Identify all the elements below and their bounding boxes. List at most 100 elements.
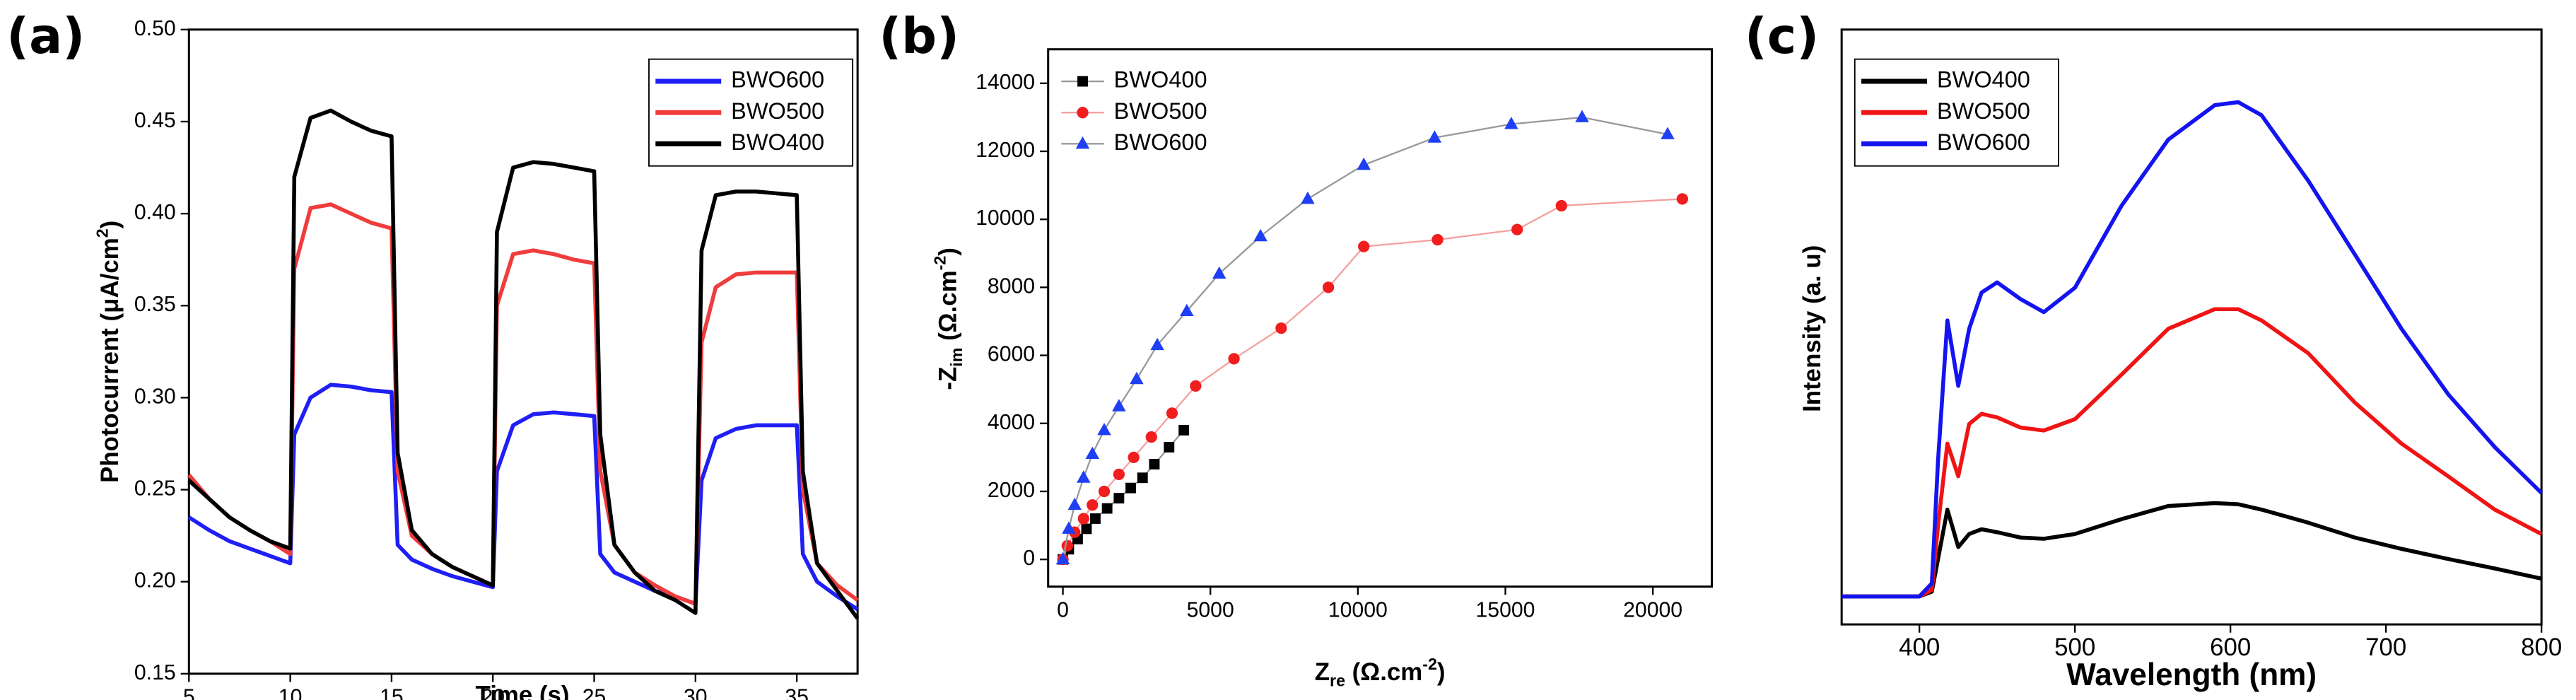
x-tick-label: 35 [785,686,809,700]
marker [1178,424,1190,436]
marker [1062,521,1076,534]
plot-frame [187,28,859,675]
y-tick-label: 2000 [988,479,1035,502]
y-tick-label: 0.40 [134,201,176,224]
marker [1137,472,1148,484]
y-tick-label: 0.30 [134,385,176,408]
y-axis-label: Photocurrent (μA/cm2) [93,221,124,483]
marker [1113,493,1125,504]
legend-label: BWO400 [731,129,824,155]
x-tick-label: 30 [684,686,708,700]
y-tick-label: 12000 [976,139,1035,162]
marker [1180,303,1194,317]
label-part: (Ω.cm [934,270,961,347]
marker [1113,468,1125,481]
y-tick-label: 14000 [976,71,1035,94]
legend-marker [1077,76,1088,87]
marker [1149,459,1160,469]
x-tick-label: 500 [2054,634,2095,661]
series-line [1842,100,2543,599]
marker [1112,399,1126,412]
marker [1087,499,1099,511]
marker [1555,199,1567,212]
x-tick-label: 5 [183,686,195,700]
legend-marker [1075,136,1090,149]
y-tick-label: 4000 [988,411,1035,434]
x-tick-label: 5000 [1187,598,1234,622]
legend-label: BWO400 [1114,67,1207,93]
marker [1661,127,1675,139]
plot-frame [1840,28,2543,626]
label-part: Z [1315,658,1330,686]
marker [1275,322,1287,334]
label-part: im [947,348,966,367]
marker [1676,193,1688,205]
marker [1212,266,1226,279]
y-axis-label: -Zim (Ω.cm-2) [931,247,966,390]
legend-label: BWO400 [1937,67,2030,93]
connector [1062,198,1682,560]
marker [1097,422,1111,436]
marker [1081,523,1092,535]
legend-label: BWO500 [1114,98,1207,124]
marker [1432,233,1444,246]
marker [1164,442,1175,453]
marker [1130,371,1144,385]
marker [1504,117,1518,129]
marker [1085,446,1100,460]
y-tick-label: 0.45 [134,109,176,132]
series-line [1842,307,2543,599]
label-part: -Z [934,367,961,390]
x-tick-label: 15000 [1475,598,1535,622]
marker [1575,110,1589,122]
series-line [187,202,859,606]
marker [1128,451,1140,464]
x-tick-label: 10000 [1328,598,1388,622]
x-tick-label: 20000 [1623,598,1682,622]
panel-label: (a) [6,8,85,65]
panel-label: (c) [1745,8,1819,65]
legend-marker [1077,107,1089,119]
x-tick-label: 15 [380,686,404,700]
marker [1511,223,1523,235]
x-tick-label: 800 [2521,634,2562,661]
marker [1125,482,1136,494]
series-line [187,108,860,620]
legend-label: BWO600 [1114,129,1207,155]
marker [1358,240,1370,252]
y-tick-label: 8000 [988,274,1035,298]
label-part: -2 [1422,655,1437,673]
label-part: Photocurrent (μA/cm [96,238,124,483]
marker [1253,228,1267,242]
marker [1228,353,1240,365]
marker [1101,503,1113,514]
x-axis-label: Wavelength (nm) [2066,658,2317,692]
legend-label: BWO600 [1937,129,2030,155]
y-tick-label: 0 [1023,547,1035,570]
label-part: -2 [931,256,949,271]
marker [1067,497,1082,511]
marker [1357,157,1371,170]
x-tick-label: 400 [1899,634,1940,661]
plot-frame [1047,48,1714,588]
x-tick-label: 0 [1057,598,1069,622]
y-tick-label: 6000 [988,343,1035,366]
y-tick-label: 10000 [976,206,1035,230]
x-tick-label: 20 [481,686,505,700]
panel-label: (b) [879,8,959,65]
marker [1061,539,1073,552]
legend-label: BWO500 [731,98,824,124]
series-line [1842,501,2542,599]
legend-label: BWO500 [1937,98,2030,124]
label-part: ) [1437,658,1446,686]
connector [1062,116,1668,560]
x-tick-label: 10 [279,686,303,700]
label-part: re [1330,672,1345,690]
label-part: ) [96,221,124,229]
marker [1098,485,1111,498]
label-part: (Ω.cm [1345,658,1422,686]
y-tick-label: 0.20 [134,569,176,593]
x-tick-label: 25 [582,686,607,700]
legend-label: BWO600 [731,67,824,93]
